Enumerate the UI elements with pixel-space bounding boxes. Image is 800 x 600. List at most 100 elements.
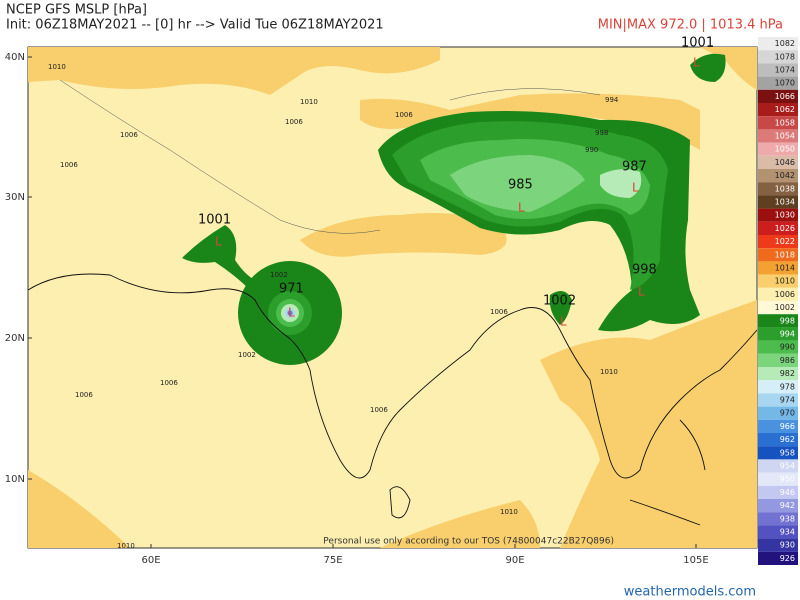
- contour-label: 1010: [48, 63, 66, 71]
- colorbar-label: 1010: [775, 277, 795, 286]
- colorbar-label: 1074: [775, 66, 795, 75]
- colorbar-swatch: [758, 459, 798, 473]
- contour-label: 1006: [160, 379, 178, 387]
- coastline: [389, 486, 411, 519]
- colorbar-swatch: [758, 499, 798, 513]
- colorbar-label: 934: [780, 528, 795, 537]
- colorbar-label: 1054: [775, 132, 795, 141]
- colorbar-label: 926: [780, 554, 795, 563]
- colorbar-label: 1038: [775, 184, 795, 193]
- svg-text:L: L: [632, 181, 639, 195]
- center-label: 985: [508, 178, 533, 193]
- colorbar-swatch: [758, 538, 798, 552]
- svg-text:L: L: [518, 201, 525, 215]
- colorbar-swatch: [758, 235, 798, 249]
- colorbar-swatch: [758, 76, 798, 90]
- svg-text:L: L: [693, 56, 700, 70]
- colorbar-label: 978: [780, 382, 795, 391]
- colorbar-label: 1014: [775, 264, 795, 273]
- colorbar-label: 946: [780, 488, 795, 497]
- contour-label: 990: [585, 146, 598, 154]
- colorbar-swatch: [758, 274, 798, 288]
- colorbar-label: 998: [780, 316, 795, 325]
- lat-label: 20N: [5, 333, 25, 344]
- center-label: 987: [622, 160, 647, 175]
- colorbar-swatch: [758, 116, 798, 130]
- colorbar-label: 1006: [775, 290, 795, 299]
- colorbar-label: 1022: [775, 237, 795, 246]
- lat-label: 40N: [5, 52, 25, 63]
- colorbar-label: 938: [780, 514, 795, 523]
- colorbar-label: 974: [780, 396, 795, 405]
- colorbar-swatch: [758, 433, 798, 447]
- colorbar-label: 1082: [775, 39, 795, 48]
- colorbar-swatch: [758, 129, 798, 143]
- colorbar-label: 990: [780, 343, 795, 352]
- colorbar-label: 954: [780, 462, 795, 471]
- low-markers: L L L L L L L: [215, 56, 700, 329]
- colorbar-swatch: [758, 89, 798, 103]
- map: L L L L L L L 1001 1001 971 985 987 998 1002 1…: [27, 36, 758, 550]
- colorbar-label: 966: [780, 422, 795, 431]
- lon-label: 60E: [141, 555, 160, 566]
- axes: 40N 30N 20N 10N 60E 75E 90E 105E: [5, 52, 709, 566]
- lon-label: 105E: [683, 555, 708, 566]
- colorbar-swatch: [758, 472, 798, 486]
- colorbar-label: 1078: [775, 52, 795, 61]
- colorbar-swatch: [758, 63, 798, 77]
- contour-label: 1006: [395, 111, 413, 119]
- subtitle: Init: 06Z18MAY2021 -- [0] hr --> Valid T…: [6, 18, 384, 33]
- contour-label: 998: [595, 129, 608, 137]
- lon-label: 90E: [505, 555, 524, 566]
- contour-label: 1010: [600, 368, 618, 376]
- colorbar-label: 1042: [775, 171, 795, 180]
- coastline: [27, 273, 758, 479]
- low-region: [690, 53, 726, 82]
- coastline: [629, 419, 706, 526]
- colorbar-swatch: [758, 37, 798, 51]
- contour-label: 994: [605, 96, 619, 104]
- colorbar-swatch: [758, 406, 798, 420]
- colorbar-label: 950: [780, 475, 795, 484]
- contour-label: 1010: [500, 508, 518, 516]
- watermark: Personal use only according to our TOS (…: [323, 537, 614, 547]
- center-label: 998: [632, 263, 657, 278]
- svg-text:L: L: [288, 306, 295, 320]
- contour-label: 1010: [117, 542, 135, 550]
- colorbar-swatch: [758, 50, 798, 64]
- contour-label: 1006: [285, 118, 303, 126]
- lon-label: 75E: [323, 555, 342, 566]
- colorbar-swatch: [758, 301, 798, 315]
- contour-label: 1006: [75, 391, 93, 399]
- colorbar-swatch: [758, 551, 798, 565]
- colorbar-swatch: [758, 287, 798, 301]
- colorbar-swatch: [758, 525, 798, 539]
- colorbar-swatch: [758, 353, 798, 367]
- colorbar-swatch: [758, 155, 798, 169]
- colorbar-swatch: [758, 393, 798, 407]
- contour-label: 1006: [490, 308, 508, 316]
- contour-label: 1002: [238, 351, 256, 359]
- colorbar-swatch: [758, 446, 798, 460]
- colorbar-swatch: [758, 485, 798, 499]
- center-label: 1001: [681, 36, 714, 51]
- colorbar-label: 1018: [775, 250, 795, 259]
- contour-label: 1006: [120, 131, 138, 139]
- site-link[interactable]: weathermodels.com: [624, 585, 756, 600]
- colorbar-swatch: [758, 314, 798, 328]
- colorbar-label: 1034: [775, 198, 795, 207]
- colorbar-swatch: [758, 103, 798, 117]
- colorbar-swatch: [758, 248, 798, 262]
- svg-text:L: L: [215, 235, 222, 249]
- colorbar-swatch: [758, 221, 798, 235]
- colorbar-swatch: [758, 142, 798, 156]
- low-region: [600, 169, 642, 198]
- lat-label: 30N: [5, 192, 25, 203]
- svg-text:L: L: [560, 315, 567, 329]
- colorbar-label: 1026: [775, 224, 795, 233]
- colorbar-label: 970: [780, 409, 795, 418]
- contour-label: 1010: [300, 98, 318, 106]
- colorbar-swatch: [758, 367, 798, 381]
- contour-label: 1006: [60, 161, 78, 169]
